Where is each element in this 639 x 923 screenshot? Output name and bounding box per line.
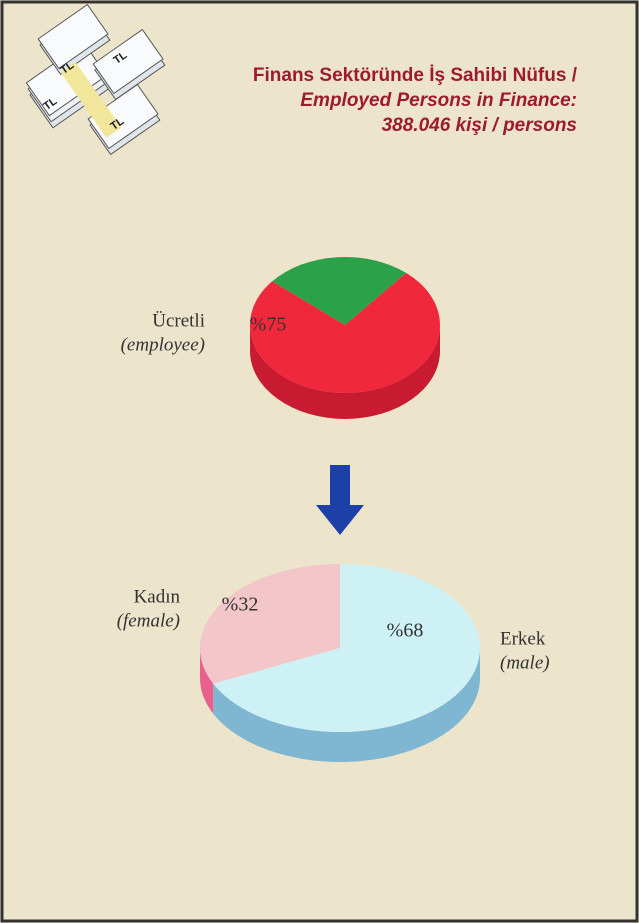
category-label: Kadın — [134, 586, 181, 607]
value-label: %32 — [222, 594, 259, 616]
money-icon: TL TL TL TL — [25, 3, 166, 156]
title-line: Finans Sektöründe İş Sahibi Nüfus / — [253, 65, 578, 86]
pie-slice — [272, 256, 407, 325]
pie-top — [249, 272, 440, 393]
pie-top — [213, 564, 480, 733]
title-line: Employed Persons in Finance: — [300, 90, 577, 111]
pie-slice — [199, 564, 340, 714]
pie-side — [213, 648, 480, 762]
category-translation: (employee) — [121, 334, 205, 355]
title-line: 388.046 kişi / persons — [382, 115, 577, 136]
category-label: Ücretli — [152, 310, 205, 331]
pie-slice — [249, 272, 440, 419]
category-translation: (female) — [117, 610, 180, 631]
arrow — [316, 465, 364, 535]
value-label: %75 — [250, 314, 287, 336]
value-label: %68 — [387, 620, 424, 642]
category-label: Erkek — [500, 628, 546, 649]
pie-side — [200, 648, 214, 714]
pie-side — [250, 325, 440, 419]
pie-top — [272, 256, 407, 325]
category-translation: (male) — [500, 652, 550, 673]
pie-slice — [213, 564, 480, 762]
pie-top — [199, 564, 340, 684]
